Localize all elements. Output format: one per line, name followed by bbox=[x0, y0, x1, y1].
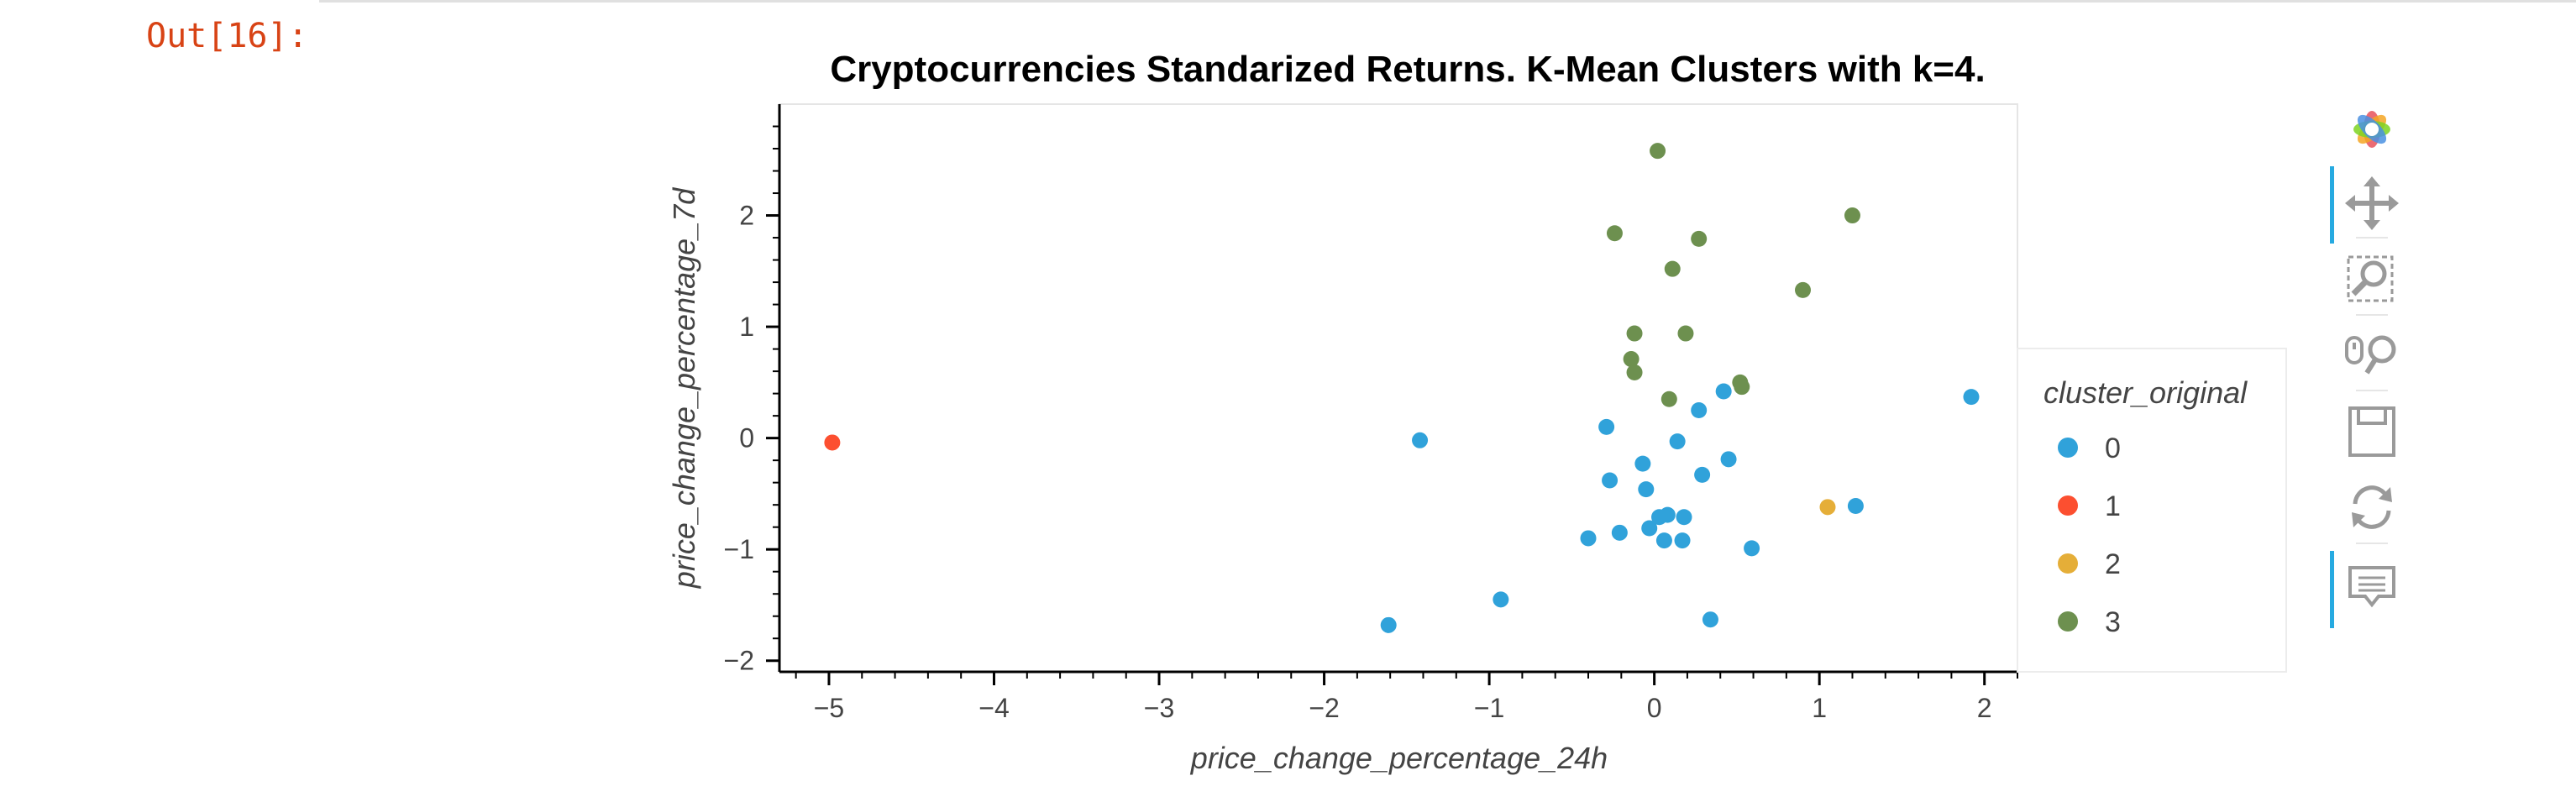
legend-title: cluster_original bbox=[2043, 375, 2248, 410]
scatter-point-cluster-0[interactable] bbox=[1580, 530, 1597, 547]
legend-marker-0 bbox=[2058, 438, 2078, 458]
legend-marker-2 bbox=[2058, 553, 2078, 574]
scatter-point-cluster-0[interactable] bbox=[1634, 455, 1651, 472]
scatter-point-cluster-0[interactable] bbox=[1669, 433, 1686, 450]
scatter-point-cluster-3[interactable] bbox=[1795, 281, 1812, 298]
scatter-point-cluster-2[interactable] bbox=[1819, 499, 1836, 516]
box-zoom-icon bbox=[2347, 255, 2394, 302]
pan-icon bbox=[2345, 176, 2399, 230]
wheel-zoom-icon bbox=[2345, 335, 2396, 375]
toolbar-separator bbox=[2356, 314, 2388, 316]
scatter-point-cluster-3[interactable] bbox=[1606, 225, 1623, 242]
scatter-point-cluster-0[interactable] bbox=[1702, 611, 1718, 628]
scatter-point-cluster-0[interactable] bbox=[1691, 402, 1708, 419]
x-tick-label: 1 bbox=[1812, 693, 1827, 723]
scatter-point-cluster-0[interactable] bbox=[1676, 509, 1692, 526]
scatter-point-cluster-0[interactable] bbox=[1380, 616, 1397, 633]
scatter-point-cluster-1[interactable] bbox=[824, 434, 841, 451]
hover-icon bbox=[2348, 566, 2395, 608]
toolbar-separator bbox=[2356, 543, 2388, 544]
x-tick-label: 0 bbox=[1647, 693, 1662, 723]
box-zoom-tool-button[interactable] bbox=[2335, 244, 2411, 311]
scatter-point-cluster-0[interactable] bbox=[1694, 466, 1711, 483]
scatter-point-cluster-3[interactable] bbox=[1626, 325, 1643, 342]
output-prompt: Out[16]: bbox=[146, 17, 308, 55]
y-tick-label: −1 bbox=[724, 534, 754, 564]
scatter-point-cluster-3[interactable] bbox=[1664, 260, 1681, 277]
pan-tool-button[interactable] bbox=[2330, 166, 2411, 244]
x-tick-label: −5 bbox=[814, 693, 844, 723]
scatter-point-cluster-3[interactable] bbox=[1844, 207, 1860, 224]
y-tick-label: 2 bbox=[739, 201, 754, 231]
legend-marker-1 bbox=[2058, 495, 2078, 516]
x-tick-label: −2 bbox=[1309, 693, 1339, 723]
scatter-point-cluster-0[interactable] bbox=[1744, 540, 1760, 557]
scatter-point-cluster-0[interactable] bbox=[1493, 591, 1509, 608]
scatter-point-cluster-3[interactable] bbox=[1660, 391, 1677, 407]
scatter-point-cluster-0[interactable] bbox=[1715, 383, 1732, 400]
scatter-point-cluster-3[interactable] bbox=[1626, 364, 1643, 380]
x-tick-label: −3 bbox=[1144, 693, 1174, 723]
x-tick-label: −4 bbox=[978, 693, 1009, 723]
scatter-point-cluster-0[interactable] bbox=[1963, 389, 1980, 406]
save-icon bbox=[2348, 406, 2395, 457]
scatter-point-cluster-0[interactable] bbox=[1655, 532, 1672, 549]
scatter-point-cluster-3[interactable] bbox=[1734, 379, 1750, 396]
scatter-point-cluster-3[interactable] bbox=[1677, 325, 1694, 342]
scatter-point-cluster-3[interactable] bbox=[1623, 351, 1640, 368]
y-tick-label: 0 bbox=[739, 423, 754, 453]
toolbar-separator bbox=[2356, 390, 2388, 391]
y-axis-label: price_change_percentage_7d bbox=[667, 187, 701, 589]
x-tick-label: 2 bbox=[1977, 693, 1992, 723]
scatter-point-cluster-0[interactable] bbox=[1611, 524, 1628, 541]
wheel-zoom-tool-button[interactable] bbox=[2335, 319, 2411, 386]
scatter-point-cluster-3[interactable] bbox=[1650, 143, 1666, 160]
bokeh-logo-icon[interactable] bbox=[2335, 92, 2411, 160]
chart-title: Cryptocurrencies Standarized Returns. K-… bbox=[830, 49, 1985, 90]
toolbar-separator bbox=[2356, 237, 2388, 239]
scatter-point-cluster-0[interactable] bbox=[1641, 520, 1658, 537]
legend: cluster_original 0 1 2 3 bbox=[2017, 348, 2287, 673]
x-tick-label: −1 bbox=[1474, 693, 1504, 723]
plot-toolbar bbox=[2330, 92, 2411, 638]
scatter-point-cluster-3[interactable] bbox=[1691, 230, 1708, 247]
scatter-point-cluster-0[interactable] bbox=[1847, 498, 1864, 515]
scatter-point-cluster-0[interactable] bbox=[1412, 432, 1429, 448]
scatter-point-cluster-0[interactable] bbox=[1598, 418, 1615, 435]
cell-top-border bbox=[319, 0, 2576, 3]
scatter-point-cluster-0[interactable] bbox=[1659, 506, 1676, 523]
hover-tool-button[interactable] bbox=[2330, 551, 2411, 628]
reset-icon bbox=[2352, 485, 2392, 529]
x-axis-label: price_change_percentage_24h bbox=[1190, 741, 1608, 775]
y-tick-label: 1 bbox=[739, 312, 754, 342]
legend-label: 1 bbox=[2105, 490, 2121, 522]
reset-tool-button[interactable] bbox=[2335, 470, 2411, 537]
legend-label: 2 bbox=[2105, 548, 2121, 580]
scatter-point-cluster-0[interactable] bbox=[1602, 472, 1619, 489]
scatter-point-cluster-0[interactable] bbox=[1674, 532, 1691, 549]
legend-label: 0 bbox=[2105, 432, 2121, 464]
scatter-point-cluster-0[interactable] bbox=[1638, 481, 1655, 498]
scatter-point-cluster-0[interactable] bbox=[1720, 451, 1737, 468]
y-tick-label: −2 bbox=[724, 646, 754, 676]
plot-frame bbox=[779, 103, 2018, 673]
legend-marker-3 bbox=[2058, 611, 2078, 632]
legend-label: 3 bbox=[2105, 606, 2121, 638]
save-tool-button[interactable] bbox=[2335, 395, 2411, 462]
